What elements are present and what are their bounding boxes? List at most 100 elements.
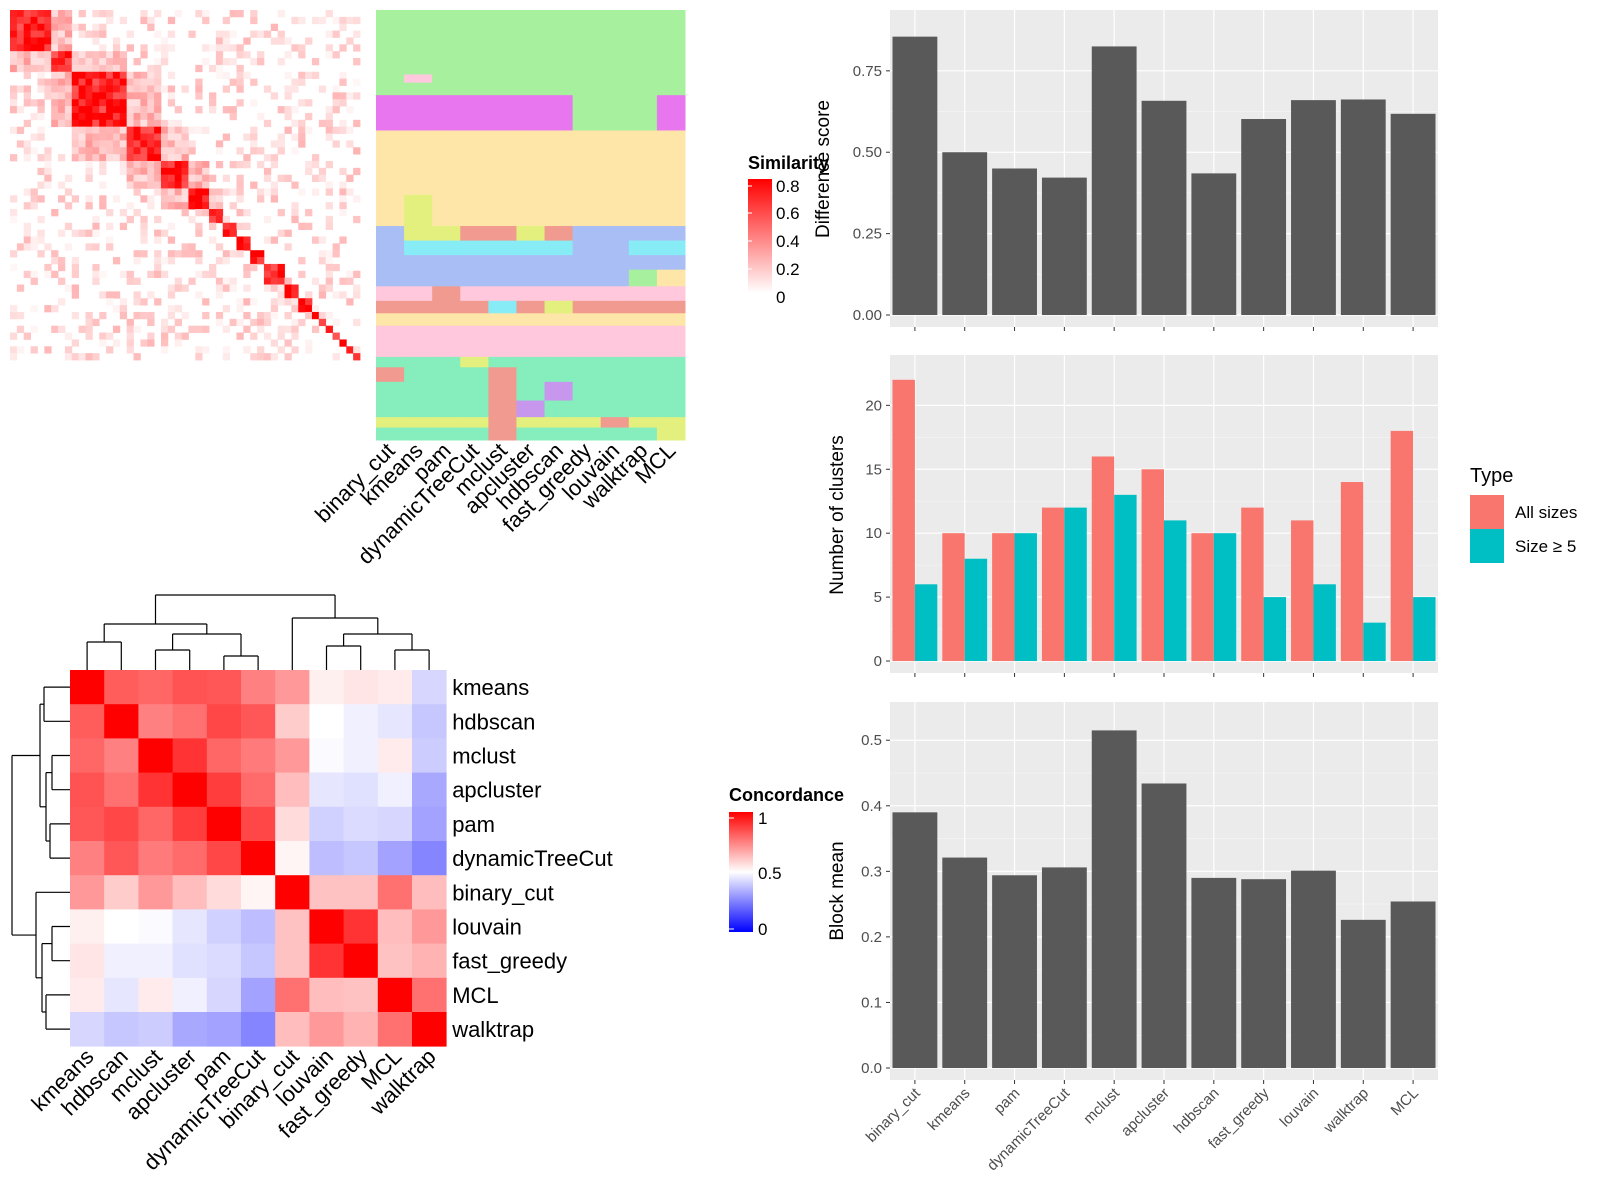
difference-score-y-tick-label: 0.75 xyxy=(853,63,882,80)
similarity-cell xyxy=(277,346,285,354)
similarity-cell xyxy=(332,332,340,340)
similarity-cell xyxy=(270,353,279,361)
similarity-cell xyxy=(58,181,66,189)
similarity-cell xyxy=(243,270,251,279)
similarity-cell xyxy=(174,202,182,210)
similarity-cell xyxy=(298,51,306,59)
similarity-cell xyxy=(23,270,31,279)
concordance-cell xyxy=(138,806,173,842)
concordance-cell xyxy=(138,738,173,773)
similarity-cell xyxy=(92,85,100,93)
similarity-cell xyxy=(236,188,244,196)
membership-cell xyxy=(628,381,658,402)
similarity-cell xyxy=(10,353,18,361)
similarity-cell xyxy=(30,270,38,279)
similarity-cell xyxy=(160,181,169,189)
concordance-cell xyxy=(275,738,310,773)
number-of-clusters-y-tick-label: 15 xyxy=(865,461,882,478)
similarity-cell xyxy=(243,243,251,251)
similarity-cell xyxy=(332,106,340,114)
similarity-cell xyxy=(133,147,141,155)
similarity-cell xyxy=(277,30,285,38)
concordance-cell xyxy=(241,977,276,1013)
concordance-cell xyxy=(104,909,139,944)
similarity-cell xyxy=(160,119,169,128)
membership-cell xyxy=(656,400,686,418)
similarity-cell xyxy=(106,346,114,354)
similarity-cell xyxy=(270,270,279,279)
membership-cell xyxy=(376,74,405,84)
membership-cell xyxy=(544,400,574,418)
similarity-cell xyxy=(318,85,327,93)
concordance-cell xyxy=(343,772,379,808)
membership-cell xyxy=(460,255,489,271)
similarity-cell xyxy=(99,58,107,66)
similarity-cell xyxy=(167,236,176,244)
concordance-cell xyxy=(172,806,208,842)
similarity-cell xyxy=(23,58,31,66)
similarity-cell xyxy=(140,92,148,100)
concordance-cell xyxy=(412,772,447,808)
similarity-cell xyxy=(51,112,59,121)
similarity-cell xyxy=(222,250,231,258)
membership-heatmap xyxy=(376,10,686,441)
membership-cell xyxy=(488,381,517,402)
number-of-clusters-bar-all-sizes xyxy=(1191,533,1214,661)
similarity-cell xyxy=(311,236,320,244)
similarity-cell xyxy=(236,85,244,93)
membership-cell xyxy=(572,240,602,256)
similarity-cell xyxy=(44,37,52,45)
similarity-cell xyxy=(112,325,121,333)
membership-cell xyxy=(432,226,461,242)
similarity-cell xyxy=(222,257,231,265)
similarity-cell xyxy=(154,167,162,176)
concordance-cell xyxy=(138,875,173,910)
similarity-cell xyxy=(332,85,340,93)
concordance-cell xyxy=(343,909,379,944)
similarity-cell xyxy=(147,126,155,134)
concordance-cell xyxy=(206,841,242,876)
membership-cell xyxy=(432,255,461,271)
membership-cell xyxy=(404,269,433,287)
similarity-cell xyxy=(215,202,224,210)
similarity-cell xyxy=(325,311,333,320)
membership-cell xyxy=(488,240,517,256)
similarity-cell xyxy=(167,202,176,210)
similarity-cell xyxy=(16,10,25,18)
similarity-cell xyxy=(332,92,340,100)
similarity-cell xyxy=(64,99,73,107)
similarity-cell xyxy=(167,16,176,25)
similarity-cell xyxy=(16,23,25,31)
similarity-cell xyxy=(133,325,141,333)
membership-cell xyxy=(656,240,686,256)
similarity-cell xyxy=(195,229,203,237)
similarity-cell xyxy=(270,298,279,306)
similarity-cell xyxy=(291,284,299,292)
similarity-cell xyxy=(140,229,148,237)
membership-cell xyxy=(376,82,405,96)
similarity-cell xyxy=(181,284,189,292)
similarity-cell xyxy=(209,44,217,52)
concordance-legend-tick-label: 0 xyxy=(758,920,767,939)
similarity-cell xyxy=(64,188,73,196)
similarity-cell xyxy=(140,126,148,134)
similarity-cell xyxy=(298,140,306,148)
similarity-cell xyxy=(167,99,176,107)
similarity-cell xyxy=(99,140,107,148)
similarity-cell xyxy=(195,85,203,93)
membership-cell xyxy=(628,269,658,287)
similarity-cell xyxy=(85,126,93,134)
membership-cell xyxy=(572,325,602,358)
similarity-cell xyxy=(353,318,361,327)
similarity-cell xyxy=(250,257,258,265)
similarity-cell xyxy=(209,99,217,107)
concordance-cell xyxy=(412,875,447,910)
similarity-cell xyxy=(353,284,361,292)
similarity-cell xyxy=(92,30,100,38)
similarity-cell xyxy=(140,78,148,86)
similarity-cell xyxy=(332,16,340,25)
membership-cell xyxy=(544,10,574,75)
similarity-cell xyxy=(257,250,265,258)
bar-x-tick-label: MCL xyxy=(1388,1085,1422,1119)
concordance-cell xyxy=(412,943,447,979)
